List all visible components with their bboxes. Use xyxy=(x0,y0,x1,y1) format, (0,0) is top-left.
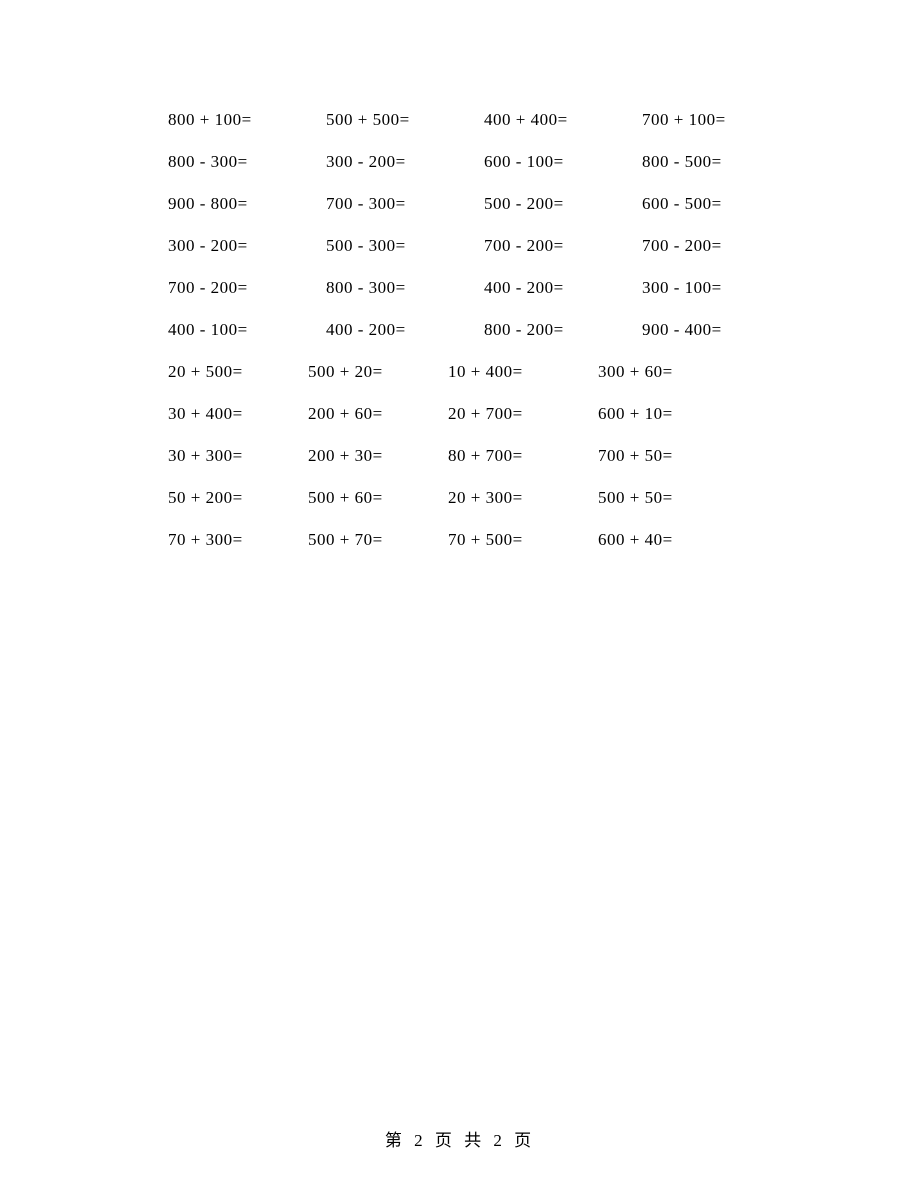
problem-cell: 300 + 60= xyxy=(598,362,673,382)
problem-cell: 70 + 300= xyxy=(168,530,243,550)
problem-cell: 400 - 100= xyxy=(168,320,248,340)
problem-cell: 700 - 300= xyxy=(326,194,406,214)
problem-row: 800 + 100= 500 + 500= 400 + 400= 700 + 100= xyxy=(168,110,840,130)
problem-row: 70 + 300= 500 + 70= 70 + 500= 600 + 40= xyxy=(168,530,840,550)
problem-cell: 20 + 500= xyxy=(168,362,243,382)
problem-row: 50 + 200= 500 + 60= 20 + 300= 500 + 50= xyxy=(168,488,840,508)
problem-cell: 900 - 800= xyxy=(168,194,248,214)
problem-cell: 80 + 700= xyxy=(448,446,523,466)
problem-cell: 800 - 200= xyxy=(484,320,564,340)
problem-cell: 500 + 60= xyxy=(308,488,383,508)
problem-row: 800 - 300= 300 - 200= 600 - 100= 800 - 500= xyxy=(168,152,840,172)
problem-cell: 600 - 100= xyxy=(484,152,564,172)
problem-cell: 800 - 300= xyxy=(168,152,248,172)
problem-cell: 10 + 400= xyxy=(448,362,523,382)
problem-cell: 70 + 500= xyxy=(448,530,523,550)
problem-cell: 500 + 500= xyxy=(326,110,410,130)
problem-cell: 600 + 40= xyxy=(598,530,673,550)
problem-row: 20 + 500= 500 + 20= 10 + 400= 300 + 60= xyxy=(168,362,840,382)
problem-row: 300 - 200= 500 - 300= 700 - 200= 700 - 200= xyxy=(168,236,840,256)
problem-cell: 300 - 100= xyxy=(642,278,722,298)
problem-cell: 200 + 30= xyxy=(308,446,383,466)
problem-cell: 300 - 200= xyxy=(168,236,248,256)
problem-cell: 400 + 400= xyxy=(484,110,568,130)
problem-cell: 900 - 400= xyxy=(642,320,722,340)
problem-cell: 400 - 200= xyxy=(326,320,406,340)
problem-row: 400 - 100= 400 - 200= 800 - 200= 900 - 400= xyxy=(168,320,840,340)
problem-cell: 20 + 300= xyxy=(448,488,523,508)
problem-cell: 200 + 60= xyxy=(308,404,383,424)
problem-cell: 500 + 20= xyxy=(308,362,383,382)
problem-cell: 400 - 200= xyxy=(484,278,564,298)
page-footer: 第 2 页 共 2 页 xyxy=(0,1126,920,1151)
problem-cell: 500 - 200= xyxy=(484,194,564,214)
problem-cell: 700 + 100= xyxy=(642,110,726,130)
worksheet-content: 800 + 100= 500 + 500= 400 + 400= 700 + 100=… xyxy=(0,0,920,550)
problem-cell: 500 - 300= xyxy=(326,236,406,256)
problem-cell: 500 + 70= xyxy=(308,530,383,550)
problem-row: 30 + 300= 200 + 30= 80 + 700= 700 + 50= xyxy=(168,446,840,466)
problem-cell: 700 - 200= xyxy=(168,278,248,298)
problem-row: 700 - 200= 800 - 300= 400 - 200= 300 - 100= xyxy=(168,278,840,298)
problem-row: 900 - 800= 700 - 300= 500 - 200= 600 - 500= xyxy=(168,194,840,214)
problem-cell: 20 + 700= xyxy=(448,404,523,424)
problem-cell: 800 + 100= xyxy=(168,110,252,130)
problem-cell: 700 - 200= xyxy=(642,236,722,256)
problem-cell: 30 + 400= xyxy=(168,404,243,424)
problem-cell: 700 - 200= xyxy=(484,236,564,256)
problem-cell: 50 + 200= xyxy=(168,488,243,508)
problem-cell: 600 + 10= xyxy=(598,404,673,424)
problem-cell: 800 - 500= xyxy=(642,152,722,172)
problem-cell: 300 - 200= xyxy=(326,152,406,172)
problem-cell: 800 - 300= xyxy=(326,278,406,298)
problem-cell: 30 + 300= xyxy=(168,446,243,466)
problem-row: 30 + 400= 200 + 60= 20 + 700= 600 + 10= xyxy=(168,404,840,424)
problem-cell: 500 + 50= xyxy=(598,488,673,508)
problem-cell: 600 - 500= xyxy=(642,194,722,214)
page-number-text: 第 2 页 共 2 页 xyxy=(385,1131,535,1150)
problem-cell: 700 + 50= xyxy=(598,446,673,466)
